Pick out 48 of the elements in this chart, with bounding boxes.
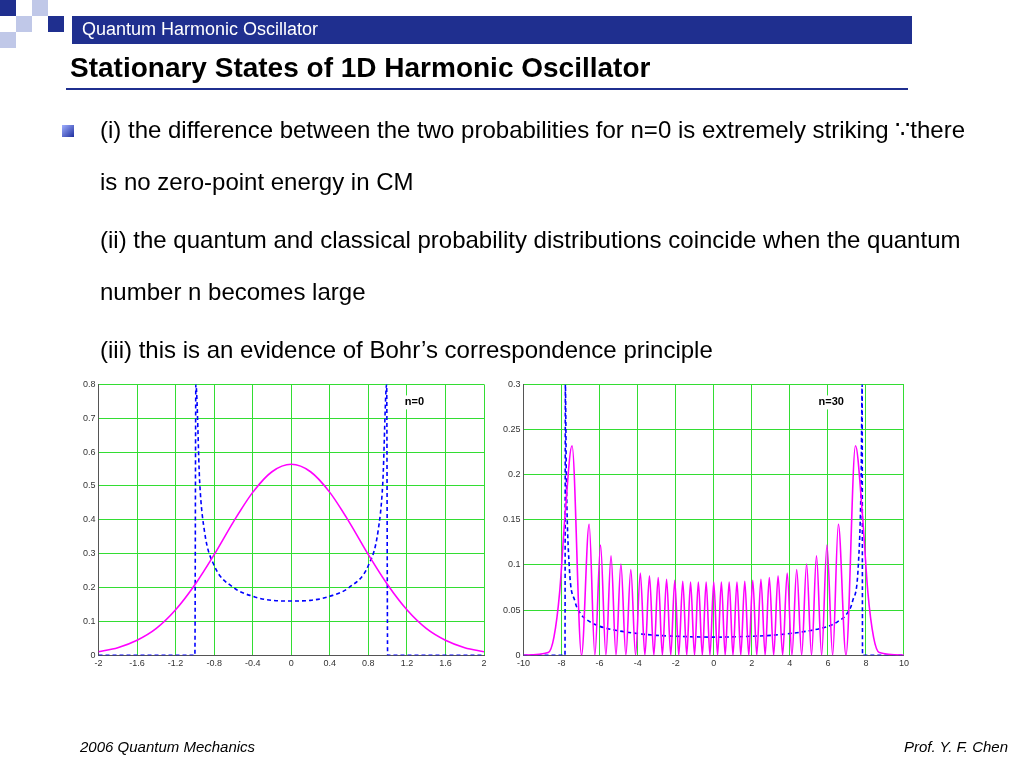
y-tick-label: 0.4 (83, 514, 96, 525)
y-tick-label: 0.3 (83, 548, 96, 559)
x-tick-label: 6 (825, 658, 831, 669)
y-tick-label: 0.3 (508, 378, 521, 389)
text: 2006 Quantum Mechanics (80, 738, 256, 755)
x-tick-label: -1.6 (129, 658, 145, 669)
x-tick-label: -10 (517, 658, 531, 669)
annotation: n=30 (818, 394, 844, 407)
x-tick-label: 0.4 (323, 658, 337, 669)
y-tick-label: 0.6 (83, 446, 96, 457)
y-tick-label: 0.7 (83, 412, 96, 423)
x-tick-label: -0.8 (206, 658, 222, 669)
x-tick-label: 8 (863, 658, 869, 669)
y-tick-label: 0.5 (83, 480, 96, 491)
x-tick-label: 0 (711, 658, 717, 669)
x-tick-label: 0.8 (362, 658, 375, 669)
annotation: n=0 (404, 394, 424, 407)
text: (ii) the quantum and classical probability distributions coincide when the quantum number n becomes large (100, 225, 962, 307)
line-series (98, 384, 484, 656)
y-tick-label: 0 (90, 649, 96, 660)
x-tick-label: 2 (749, 658, 755, 669)
y-tick-label: 0.15 (502, 514, 521, 525)
y-tick-label: 0.8 (83, 378, 96, 389)
x-tick-label: -8 (557, 658, 566, 669)
text: (i) the difference between the two probabilities for n=0 is extremely striking ∵there is no zero-point energy in CM (100, 115, 966, 197)
x-tick-label: -2 (671, 658, 680, 669)
x-tick-label: -2 (94, 658, 103, 669)
x-tick-label: 10 (898, 658, 909, 669)
y-tick-label: 0.1 (83, 615, 96, 626)
x-tick-label: 0 (288, 658, 294, 669)
y-tick-label: 0.05 (502, 604, 521, 615)
y-tick-label: 0.2 (83, 581, 96, 592)
text: Prof. Y. F. Chen (904, 738, 1008, 755)
x-tick-label: 1.6 (439, 658, 452, 669)
x-tick-label: -0.4 (244, 658, 261, 669)
x-tick-label: 1.2 (400, 658, 414, 669)
y-tick-label: 0.2 (508, 469, 521, 480)
y-tick-label: 0.25 (502, 424, 521, 435)
y-tick-label: 0 (515, 649, 521, 660)
text: Stationary States of 1D Harmonic Oscillator (70, 52, 651, 84)
text: Quantum Harmonic Oscillator (82, 19, 319, 40)
x-tick-label: -6 (595, 658, 604, 669)
x-tick-label: 2 (481, 658, 487, 669)
x-tick-label: 4 (787, 658, 793, 669)
x-tick-label: -1.2 (167, 658, 184, 669)
text: (iii) this is an evidence of Bohr’s correspondence principle (100, 335, 714, 365)
x-tick-label: -4 (633, 658, 642, 669)
y-tick-label: 0.1 (508, 559, 521, 570)
